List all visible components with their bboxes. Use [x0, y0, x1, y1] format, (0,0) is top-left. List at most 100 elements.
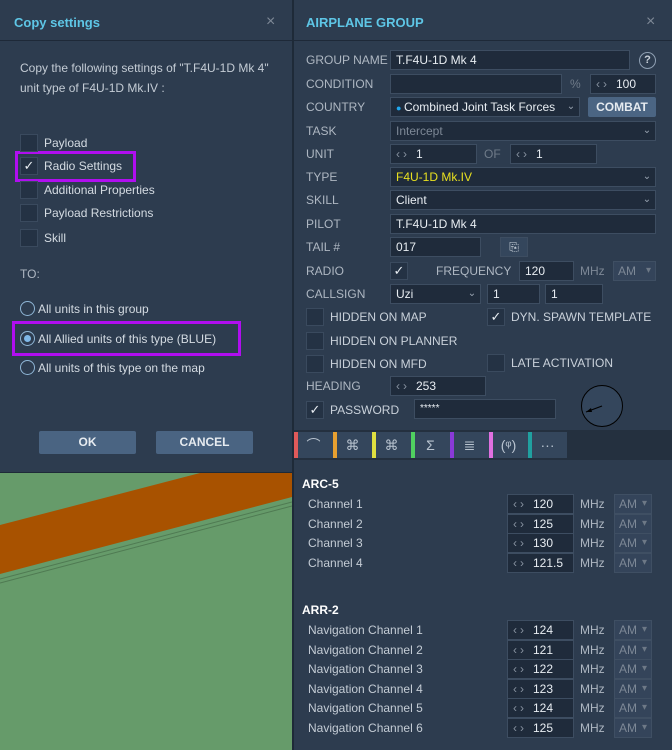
tail-input[interactable]: 017 — [390, 237, 481, 257]
hidden-on-mfd-checkbox[interactable] — [306, 355, 324, 373]
copy-settings-icon[interactable]: ⎘ — [500, 237, 528, 257]
mhz-label: MHz — [580, 264, 605, 278]
option-checkbox[interactable] — [20, 181, 38, 199]
stepper-arrows-icon[interactable]: ‹› — [513, 516, 527, 531]
close-icon[interactable]: × — [646, 13, 656, 30]
stepper-arrows-icon[interactable]: ‹› — [596, 77, 610, 91]
callsign-select[interactable]: Uzi ⌄ — [390, 284, 481, 304]
stepper-arrows-icon[interactable]: ‹› — [516, 147, 530, 161]
stepper-arrows-icon[interactable]: ‹› — [396, 379, 410, 393]
callsign-number-1[interactable]: 1 — [487, 284, 540, 304]
frequency-input[interactable]: 120 — [519, 261, 574, 281]
unit-stepper[interactable]: ‹› 1 — [390, 144, 477, 164]
channel-modulation-select[interactable]: AM — [614, 717, 652, 738]
tab-payload[interactable]: ≣ — [450, 432, 489, 458]
late-activation-label[interactable]: LATE ACTIVATION — [511, 356, 614, 370]
option-label[interactable]: Additional Properties — [44, 183, 155, 197]
stepper-arrows-icon[interactable]: ‹› — [396, 147, 410, 161]
channel-modulation-select[interactable]: AM — [614, 659, 652, 679]
target-radio[interactable] — [20, 331, 35, 346]
help-icon[interactable]: ? — [639, 52, 656, 69]
channel-modulation-select[interactable]: AM — [614, 513, 652, 534]
payload-icon: ≣ — [463, 437, 476, 453]
channel-modulation-select[interactable]: AM — [614, 620, 652, 640]
channel-frequency-stepper[interactable]: ‹› 123 — [507, 678, 574, 699]
target-radio[interactable] — [20, 360, 35, 375]
hidden-on-map-label[interactable]: HIDDEN ON MAP — [330, 310, 427, 324]
skill-select[interactable]: Client ⌄ — [390, 190, 656, 210]
channel-frequency-stepper[interactable]: ‹› 121.5 — [507, 552, 574, 573]
channel-frequency-stepper[interactable]: ‹› 121 — [507, 639, 574, 660]
password-label[interactable]: PASSWORD — [330, 403, 400, 417]
stepper-arrows-icon[interactable]: ‹› — [513, 536, 527, 550]
channel-modulation-select[interactable]: AM — [614, 552, 652, 573]
channel-frequency-stepper[interactable]: ‹› 125 — [507, 717, 574, 738]
map-view[interactable] — [0, 473, 292, 750]
option-label[interactable]: Skill — [44, 231, 67, 245]
tab-summary[interactable]: Σ — [411, 432, 450, 458]
ok-button[interactable]: OK — [39, 431, 136, 454]
callsign-number-2[interactable]: 1 — [545, 284, 603, 304]
target-label[interactable]: All units in this group — [38, 302, 149, 316]
tab-target[interactable]: ⌘ — [333, 432, 372, 458]
option-label[interactable]: Payload — [44, 136, 88, 150]
stepper-arrows-icon[interactable]: ‹› — [513, 642, 527, 657]
option-checkbox[interactable]: ✓ — [20, 157, 38, 175]
cancel-button[interactable]: CANCEL — [156, 431, 253, 454]
option-label[interactable]: Radio Settings — [44, 159, 123, 173]
late-activation-checkbox[interactable] — [487, 354, 505, 372]
channel-frequency-stepper[interactable]: ‹› 124 — [507, 698, 574, 718]
combat-button[interactable]: COMBAT — [588, 97, 656, 117]
hidden-on-planner-checkbox[interactable] — [306, 332, 324, 350]
stepper-arrows-icon[interactable]: ‹› — [513, 681, 527, 696]
channel-frequency-stepper[interactable]: ‹› 130 — [507, 533, 574, 553]
option-label[interactable]: Payload Restrictions — [44, 206, 154, 220]
target-radio[interactable] — [20, 301, 35, 316]
option-checkbox[interactable] — [20, 134, 38, 152]
tab-more[interactable]: ··· — [528, 432, 567, 458]
stepper-arrows-icon[interactable]: ‹› — [513, 497, 527, 511]
option-checkbox[interactable] — [20, 229, 38, 247]
unit-of-stepper[interactable]: ‹› 1 — [510, 144, 597, 164]
target-label[interactable]: All Allied units of this type (BLUE) — [38, 332, 217, 346]
condition-input[interactable] — [390, 74, 562, 94]
channel-modulation-select[interactable]: AM — [614, 494, 652, 514]
channel-modulation-select[interactable]: AM — [614, 639, 652, 660]
stepper-arrows-icon[interactable]: ‹› — [513, 701, 527, 715]
target-label[interactable]: All units of this type on the map — [38, 361, 205, 375]
channel-modulation-select[interactable]: AM — [614, 678, 652, 699]
stepper-arrows-icon[interactable]: ‹› — [513, 662, 527, 676]
channel-modulation-select[interactable]: AM — [614, 698, 652, 718]
hidden-on-planner-label[interactable]: HIDDEN ON PLANNER — [330, 334, 458, 348]
dyn-spawn-checkbox[interactable]: ✓ — [487, 308, 505, 326]
channel-frequency-stepper[interactable]: ‹› 125 — [507, 513, 574, 534]
stepper-arrows-icon[interactable]: ‹› — [513, 555, 527, 570]
radio-checkbox[interactable]: ✓ — [390, 262, 408, 280]
country-select[interactable]: ● Combined Joint Task Forces ⌄ — [390, 97, 580, 117]
dyn-spawn-label[interactable]: DYN. SPAWN TEMPLATE — [511, 310, 652, 324]
hidden-on-mfd-label[interactable]: HIDDEN ON MFD — [330, 357, 427, 371]
channel-frequency-stepper[interactable]: ‹› 120 — [507, 494, 574, 514]
hidden-on-map-checkbox[interactable] — [306, 308, 324, 326]
password-checkbox[interactable]: ✓ — [306, 401, 324, 419]
channel-frequency-stepper[interactable]: ‹› 124 — [507, 620, 574, 640]
type-select[interactable]: F4U-1D Mk.IV ⌄ — [390, 167, 656, 187]
channel-label: Navigation Channel 6 — [308, 720, 423, 735]
tab-route[interactable]: ⌒ — [294, 432, 333, 458]
stepper-arrows-icon[interactable]: ‹› — [513, 623, 527, 637]
condition-stepper[interactable]: ‹› 100 — [590, 74, 656, 94]
pilot-input[interactable]: T.F4U-1D Mk 4 — [390, 214, 656, 234]
modulation-select[interactable]: AM — [613, 261, 656, 281]
channel-modulation-select[interactable]: AM — [614, 533, 652, 553]
heading-compass[interactable] — [581, 385, 623, 427]
stepper-arrows-icon[interactable]: ‹› — [513, 720, 527, 735]
group-name-input[interactable]: T.F4U-1D Mk 4 — [390, 50, 630, 70]
tab-radio[interactable]: (ᵠ) — [489, 432, 528, 458]
heading-stepper[interactable]: ‹› 253 — [390, 376, 486, 396]
password-input[interactable]: ***** — [414, 399, 556, 419]
channel-frequency-stepper[interactable]: ‹› 122 — [507, 659, 574, 679]
tab-triggers[interactable]: ⌘ — [372, 432, 411, 458]
option-checkbox[interactable] — [20, 204, 38, 222]
task-select[interactable]: Intercept ⌄ — [390, 121, 656, 141]
close-icon[interactable]: × — [266, 13, 276, 30]
